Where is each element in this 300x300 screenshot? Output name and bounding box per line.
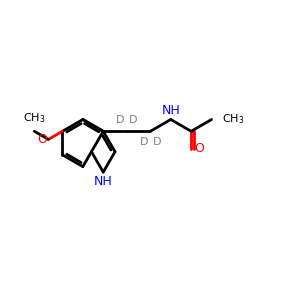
Text: NH: NH [94, 175, 112, 188]
Text: D: D [140, 137, 148, 148]
Text: O: O [194, 142, 204, 155]
Text: CH$_3$: CH$_3$ [23, 111, 46, 125]
Text: D: D [153, 137, 161, 148]
Text: D: D [129, 115, 137, 125]
Text: CH$_3$: CH$_3$ [222, 112, 244, 126]
Text: NH: NH [161, 104, 180, 117]
Text: O: O [37, 133, 47, 146]
Text: D: D [116, 115, 124, 125]
